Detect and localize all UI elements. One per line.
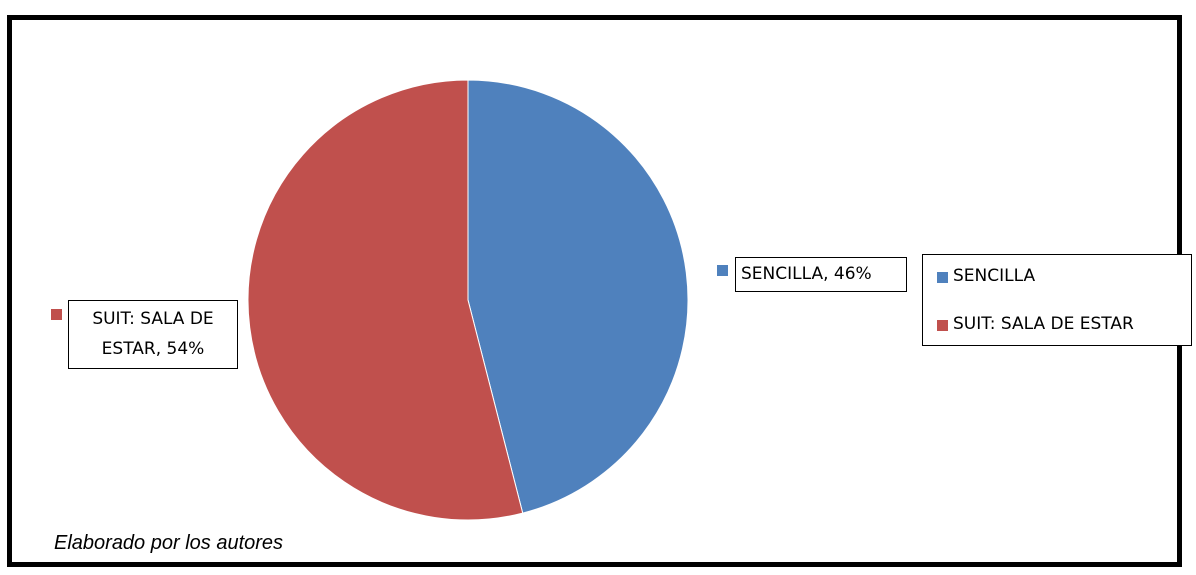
pie-slice-sencilla xyxy=(467,79,689,514)
suit-label-swatch xyxy=(51,309,62,320)
legend-label-sencilla: SENCILLA xyxy=(953,266,1036,286)
suit-data-label: SUIT: SALA DE ESTAR, 54% xyxy=(68,300,238,369)
legend-swatch-sencilla xyxy=(937,272,948,283)
pie-slice-suit-sala-de-estar xyxy=(247,79,524,521)
sencilla-label-swatch xyxy=(717,265,728,276)
legend-label-suit: SUIT: SALA DE ESTAR xyxy=(953,314,1134,334)
suit-data-label-line1: SUIT: SALA DE xyxy=(92,309,214,329)
sencilla-data-label-text: SENCILLA, 46% xyxy=(741,264,872,284)
footnote: Elaborado por los autores xyxy=(54,532,284,554)
legend-swatch-suit xyxy=(937,320,948,331)
sencilla-data-label: SENCILLA, 46% xyxy=(735,257,907,292)
legend: SENCILLA SUIT: SALA DE ESTAR xyxy=(922,254,1192,346)
suit-data-label-line2: ESTAR, 54% xyxy=(101,339,205,359)
